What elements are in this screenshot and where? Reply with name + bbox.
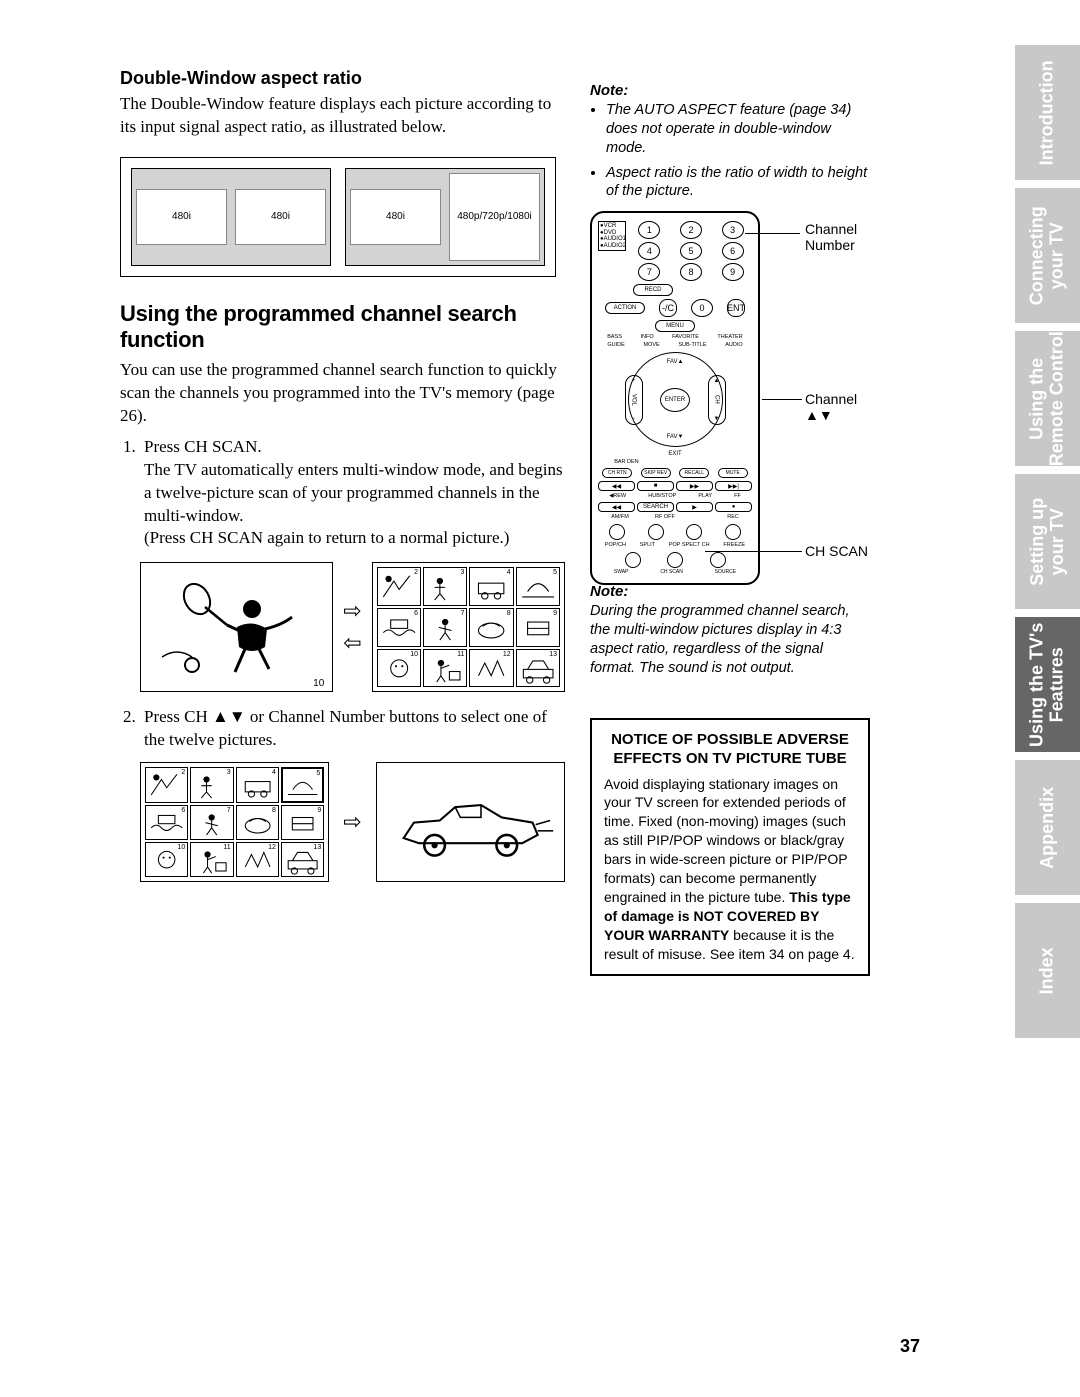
dw-tv1-left-label: 480i [172, 211, 191, 222]
remote-ch-updown: ▲CH▼ [708, 375, 726, 425]
grid-tv-2: 2345 6789 10111213 [140, 762, 329, 882]
remote-num-9: 9 [722, 263, 744, 281]
grid-cell: 10 [377, 649, 421, 688]
remote-mode-switch: ●VCR ●DVD ●AUDIO1 ●AUDIO2 [598, 221, 626, 251]
remote-num-5: 5 [680, 242, 702, 260]
grid-cell: 6 [377, 608, 421, 647]
side-tabs: Introduction Connectingyour TV Using theRe… [1015, 45, 1080, 1038]
car-tv [376, 762, 565, 882]
racecar-icon [383, 771, 558, 874]
note1-heading: Note: [590, 82, 870, 99]
scan-intro: You can use the programmed channel searc… [120, 359, 565, 428]
scan-step-2: Press CH ▲▼ or Channel Number buttons to… [140, 706, 565, 752]
dw-tv-2: 480i 480p/720p/1080i [345, 168, 545, 266]
grid-cell: 9 [516, 608, 560, 647]
side-tab: Using the TV'sFeatures [1015, 617, 1080, 752]
scan-illustration-1: 10 ⇨⇦ 2345678910111213 [140, 562, 565, 692]
grid-cell: 11 [423, 649, 467, 688]
notice-heading: NOTICE OF POSSIBLE ADVERSE EFFECTS ON TV… [604, 730, 856, 769]
remote-num-2: 2 [680, 221, 702, 239]
remote-zero: 0 [691, 299, 713, 317]
arrows-2: ⇨ [343, 809, 361, 835]
remote-body: ●VCR ●DVD ●AUDIO1 ●AUDIO2 1 2 3 4 5 6 7 8 9 RECD [590, 211, 760, 585]
notice-box: NOTICE OF POSSIBLE ADVERSE EFFECTS ON TV… [590, 718, 870, 976]
remote-enter: ENTER [660, 388, 690, 412]
grid-cell: 13 [516, 649, 560, 688]
side-tab: Index [1015, 903, 1080, 1038]
grid-cell: 6 [145, 805, 188, 840]
arrows-1: ⇨⇦ [343, 598, 361, 656]
scan-step-1: Press CH SCAN. The TV automatically ente… [140, 436, 565, 551]
remote-menu: MENU [655, 320, 695, 332]
note1-item: The AUTO ASPECT feature (page 34) does n… [606, 101, 870, 158]
grid-cell: 2 [377, 567, 421, 606]
dw-tv1-right-label: 480i [271, 211, 290, 222]
side-tab: Connectingyour TV [1015, 188, 1080, 323]
side-tab: Appendix [1015, 760, 1080, 895]
grid-cell: 4 [236, 767, 279, 802]
scan-heading: Using the programmed channel search func… [120, 301, 565, 353]
grid-cell: 12 [469, 649, 513, 688]
note2-heading: Note: [590, 583, 870, 600]
side-tab: Setting upyour TV [1015, 474, 1080, 609]
scan-illustration-2: 2345 6789 10111213 ⇨ [140, 762, 565, 882]
tennis-player-icon [157, 577, 317, 677]
grid-cell: 3 [190, 767, 233, 802]
notice-body: Avoid displaying stationary images on yo… [604, 775, 856, 964]
grid-cell: 11 [190, 842, 233, 877]
side-tab: Introduction [1015, 45, 1080, 180]
callout-channel-number: Channel Number [805, 221, 870, 253]
grid-tv-1: 2345 6789 10111213 [372, 562, 565, 692]
page-number: 37 [900, 1336, 920, 1357]
remote-dpad: FAV▲ ENTER FAV▼ +VOL− ▲CH▼ [628, 352, 723, 447]
grid-cell: 2 [145, 767, 188, 802]
callout-ch-scan: CH SCAN [805, 543, 868, 559]
remote-chscan-btn [667, 552, 683, 568]
dw-heading: Double-Window aspect ratio [120, 68, 565, 89]
grid-cell: 8 [236, 805, 279, 840]
remote-action: ACTION [605, 302, 645, 314]
grid-cell: 4 [469, 567, 513, 606]
dw-body: The Double-Window feature displays each … [120, 93, 565, 139]
remote-recd: RECD [633, 284, 673, 296]
remote-num-7: 7 [638, 263, 660, 281]
grid-cell: 5 [516, 567, 560, 606]
remote-num-8: 8 [680, 263, 702, 281]
dw-tv2-left-label: 480i [386, 211, 405, 222]
grid-cell: 5 [281, 767, 324, 802]
remote-dash: -/C [659, 299, 677, 317]
remote-num-1: 1 [638, 221, 660, 239]
note-1: Note: The AUTO ASPECT feature (page 34) … [590, 82, 870, 201]
remote-num-3: 3 [722, 221, 744, 239]
grid-cell: 3 [423, 567, 467, 606]
note-2: Note: During the programmed channel sear… [590, 583, 870, 677]
remote-illustration: ●VCR ●DVD ●AUDIO1 ●AUDIO2 1 2 3 4 5 6 7 8 9 RECD [590, 211, 870, 571]
tennis-tv: 10 [140, 562, 333, 692]
tennis-number: 10 [313, 678, 324, 689]
grid-cell: 8 [469, 608, 513, 647]
remote-ent: ENT [727, 299, 745, 317]
remote-vol: +VOL− [625, 375, 643, 425]
dw-illustration: 480i 480i 480i 480p/720p/1080i [120, 157, 556, 277]
grid-cell: 7 [190, 805, 233, 840]
note1-item: Aspect ratio is the ratio of width to he… [606, 164, 870, 202]
remote-num-4: 4 [638, 242, 660, 260]
dw-tv2-right-label: 480p/720p/1080i [457, 211, 532, 222]
remote-exit: EXIT [598, 451, 752, 457]
note2-body: During the programmed channel search, th… [590, 602, 870, 677]
grid-cell: 10 [145, 842, 188, 877]
grid-cell: 7 [423, 608, 467, 647]
remote-num-6: 6 [722, 242, 744, 260]
grid-cell: 9 [281, 805, 324, 840]
side-tab: Using theRemote Control [1015, 331, 1080, 466]
grid-cell: 12 [236, 842, 279, 877]
callout-channel-updown: Channel ▲▼ [805, 391, 870, 423]
grid-cell: 13 [281, 842, 324, 877]
dw-tv-1: 480i 480i [131, 168, 331, 266]
